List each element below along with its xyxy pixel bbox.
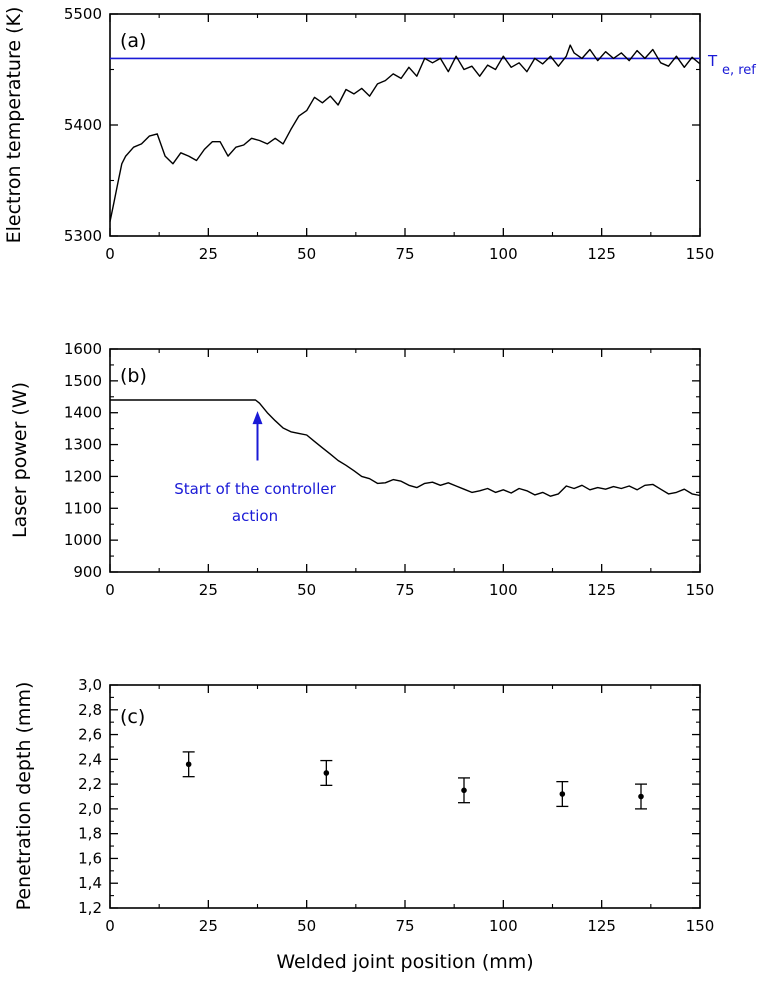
y-tick-label: 1,2 [78,899,102,917]
y-tick-label: 1600 [64,340,102,358]
laser-power-series [110,399,701,497]
data-point [323,770,330,776]
panel-a-y-ticks [110,13,700,237]
reference-line-label: T e, ref [707,52,756,78]
y-tick-label: 1,8 [78,825,102,843]
y-tick-label: 1,6 [78,849,102,867]
electron-temperature-series [109,44,701,222]
y-tick-label: 5300 [64,227,102,245]
x-tick-label: 125 [587,917,616,935]
y-tick-label: 1500 [64,372,102,390]
panel-b-x-ticks [109,349,701,572]
x-axis-title: Welded joint position (mm) [276,951,533,973]
x-tick-label: 0 [105,917,115,935]
y-tick-label: 2,0 [78,800,102,818]
controller-arrow-head [252,411,263,425]
panel-c-y-ticks [110,684,700,909]
y-tick-label: 2,8 [78,701,102,719]
panel-c-y-tick-labels: 1,2 1,4 1,6 1,8 2,0 2,2 2,4 2,6 2,8 3,0 [78,676,102,917]
x-tick-label: 150 [686,917,715,935]
y-tick-label: 3,0 [78,676,102,694]
panel-c-x-tick-labels: 0 25 50 75 100 125 150 [105,917,714,935]
x-tick-label: 100 [489,917,518,935]
y-tick-label: 1000 [64,531,102,549]
data-point [185,761,192,768]
y-tick-label: 2,6 [78,726,102,744]
panel-b-y-ticks [110,348,700,573]
y-tick-label: 2,2 [78,775,102,793]
x-tick-label: 75 [395,917,414,935]
panel-a-frame [109,13,701,237]
x-tick-label: 125 [587,245,616,263]
x-tick-label: 150 [686,245,715,263]
panel-c-ylabel: Penetration depth (mm) [13,682,35,911]
panel-c-x-ticks [109,685,701,908]
x-tick-label: 25 [199,245,218,263]
panel-a-ylabel: Electron temperature (K) [3,7,25,244]
x-tick-label: 100 [489,581,518,599]
panel-b-x-tick-labels: 0 25 50 75 100 125 150 [105,581,714,599]
y-tick-label: 1100 [64,499,102,517]
panel-a-x-ticks [109,14,701,236]
y-tick-label: 5400 [64,116,102,134]
panel-b-y-tick-labels: 900 1000 1100 1200 1300 1400 1500 1600 [64,340,102,581]
y-tick-label: 1,4 [78,874,102,892]
x-tick-label: 100 [489,245,518,263]
x-tick-label: 0 [105,581,115,599]
controller-annotation-line1: Start of the controller [174,480,336,498]
y-tick-label: 1400 [64,404,102,422]
y-tick-label: 900 [73,563,102,581]
x-tick-label: 50 [297,917,316,935]
data-point [559,791,566,797]
x-tick-label: 50 [297,581,316,599]
penetration-depth-points [182,751,647,810]
data-point [638,793,644,800]
panel-c-penetration-depth: 0 25 50 75 100 125 150 1,2 1,4 1,6 1,8 2,0 2,2 2,4 2,… [13,676,714,935]
panel-a-x-tick-labels: 0 25 50 75 100 125 150 [105,245,714,263]
panel-c-label: (c) [120,706,145,728]
reference-label-main: T [707,52,718,70]
panel-a-label: (a) [120,30,146,52]
panel-c-frame [109,684,701,909]
panel-b-ylabel: Laser power (W) [9,382,31,538]
panel-a-y-tick-labels: 5300 5400 5500 [64,5,102,245]
x-tick-label: 0 [105,245,115,263]
x-tick-label: 25 [199,581,218,599]
panel-a-electron-temperature: 0 25 50 75 100 125 150 5300 5400 5500 T e, ref (… [3,5,756,263]
x-tick-label: 75 [395,581,414,599]
panel-b-frame [109,348,701,573]
controller-annotation-line2: action [232,507,278,525]
x-tick-label: 150 [686,581,715,599]
x-tick-label: 75 [395,245,414,263]
y-tick-label: 1200 [64,467,102,485]
panel-b-label: (b) [120,365,147,387]
reference-label-subscript: e, ref [722,63,756,78]
x-tick-label: 50 [297,245,316,263]
y-tick-label: 5500 [64,5,102,23]
data-point [461,787,467,794]
panel-b-laser-power: 0 25 50 75 100 125 150 900 1000 1100 1200 1300 1400… [9,340,714,599]
x-tick-label: 125 [587,581,616,599]
x-tick-label: 25 [199,917,218,935]
y-tick-label: 1300 [64,436,102,454]
y-tick-label: 2,4 [78,750,102,768]
